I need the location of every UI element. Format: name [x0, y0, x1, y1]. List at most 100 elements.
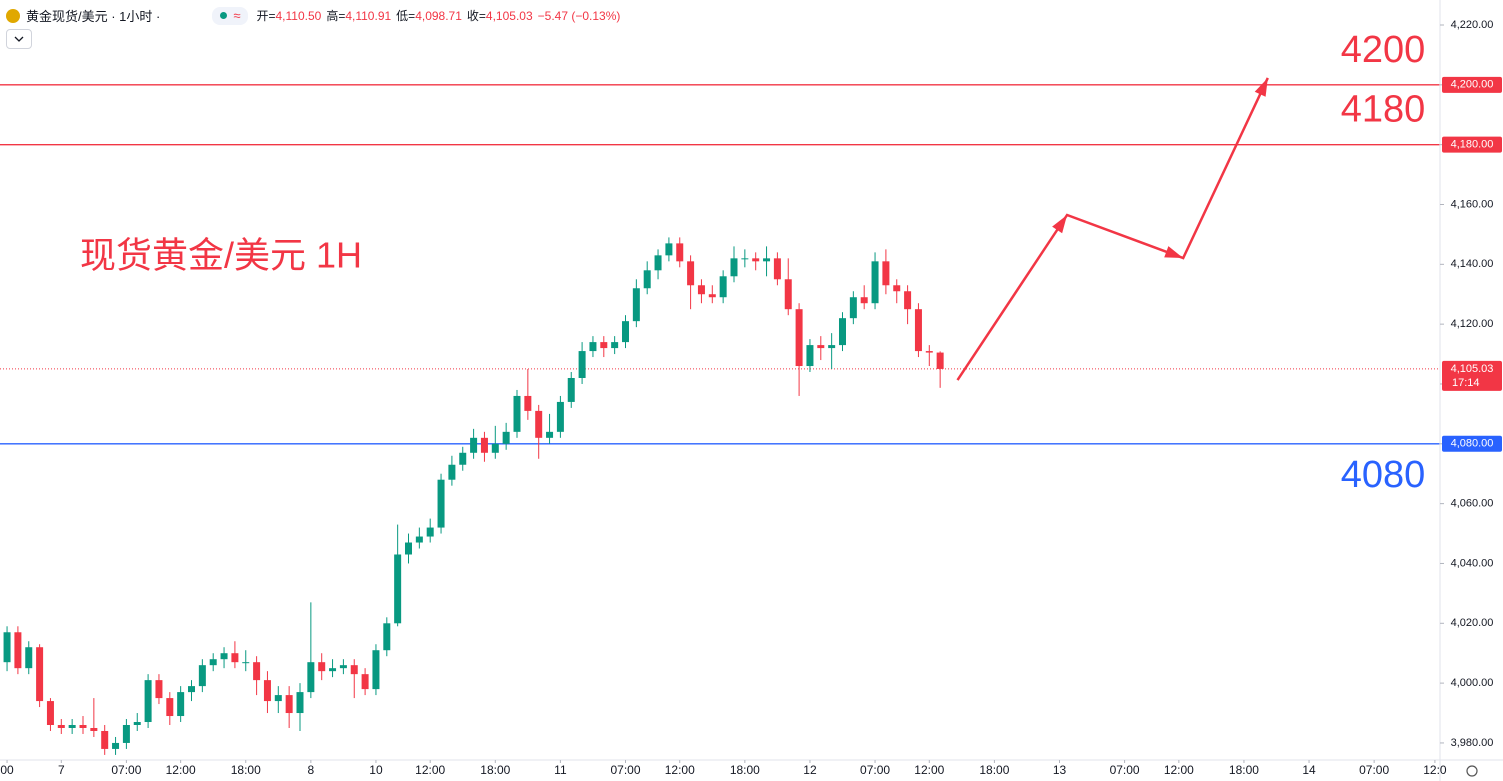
candle-body [676, 243, 684, 262]
x-tick-label: 12:0 [1423, 763, 1447, 777]
change: −5.47 (−0.13%) [537, 8, 621, 23]
candle-body [350, 665, 358, 675]
candle-body [3, 632, 11, 663]
candle-body [329, 668, 337, 672]
x-tick-label: 18:00 [730, 763, 760, 777]
candle-body [209, 659, 217, 666]
candle-body [133, 722, 141, 726]
candle-body [687, 261, 695, 286]
candle-body [68, 725, 76, 728]
settings-icon[interactable] [1466, 765, 1478, 777]
y-tick-label: 4,000.00 [1451, 677, 1494, 689]
x-tick-label: 12:00 [914, 763, 944, 777]
candle-body [838, 318, 846, 346]
forecast-arrow [956, 77, 1269, 381]
x-tick-label: 18:00 [480, 763, 510, 777]
ohlc-key: 低= [396, 9, 416, 23]
level-annotation: 4080 [1341, 454, 1426, 496]
x-tick-label: 8 [308, 763, 315, 777]
status-pill[interactable]: ≈ [212, 6, 249, 25]
candle-body [480, 437, 488, 453]
candle-body [763, 258, 771, 262]
candle-body [101, 730, 109, 749]
x-tick-label: 13 [1053, 763, 1067, 777]
candle-body [654, 255, 662, 271]
arrow-head [1254, 77, 1268, 97]
candle-body [263, 680, 271, 702]
last-price-tag [1442, 360, 1502, 391]
y-tick-label: 4,140.00 [1451, 258, 1494, 270]
arrow-head [1052, 214, 1068, 234]
candle-body [556, 401, 564, 432]
candle-body [25, 647, 33, 669]
header: 黄金现货/美元 · 1小时 · ≈ 开= 4,110.50 高= 4,110.91 … [6, 6, 625, 25]
candle-body [459, 452, 467, 465]
candle-body [589, 342, 597, 352]
x-tick-label: 18:00 [979, 763, 1009, 777]
candle-body [426, 527, 434, 537]
candle-body [784, 279, 792, 310]
candle-body [904, 291, 912, 310]
x-tick-label: 07:00 [1359, 763, 1389, 777]
candle-body [404, 542, 412, 555]
candle-body [372, 650, 380, 690]
level-tag-label: 4,200.00 [1451, 79, 1494, 91]
collapse-button[interactable] [6, 29, 32, 49]
candle-body [198, 665, 206, 687]
candle-body [307, 662, 315, 693]
ohlc-value: 4,105.03 [485, 8, 533, 23]
candle-body [46, 701, 54, 726]
candle-body [57, 725, 65, 728]
symbol-icon [6, 8, 20, 23]
status-dot [220, 12, 228, 19]
candle-body [177, 692, 185, 717]
x-tick-label: 07:00 [860, 763, 890, 777]
candle-body [578, 351, 586, 378]
candle-body [719, 276, 727, 298]
x-tick-label: 07:00 [111, 763, 141, 777]
candle-body [448, 464, 456, 480]
candle-body [860, 297, 868, 304]
candle-body [14, 632, 22, 669]
candle-body [383, 623, 391, 651]
candle-body [936, 352, 944, 369]
x-tick-label: 12:00 [415, 763, 445, 777]
candle-body [925, 351, 933, 353]
candle-body [513, 395, 521, 432]
candle-body [806, 345, 814, 367]
x-tick-label: 14 [1302, 763, 1316, 777]
symbol[interactable]: 黄金现货/美元 · 1小时 · [26, 9, 161, 24]
x-tick-label: 10 [369, 763, 383, 777]
last-price-label: 4,105.03 [1451, 363, 1494, 375]
y-tick-label: 4,060.00 [1451, 498, 1494, 510]
candle-body [415, 536, 423, 543]
candle-body [795, 309, 803, 367]
countdown: 17:14 [1452, 377, 1480, 389]
ohlc-key: 开= [256, 9, 276, 23]
candle-body [36, 647, 44, 702]
candle-body [600, 342, 608, 349]
ohlc-key: 高= [326, 9, 346, 23]
candle-body [318, 662, 326, 672]
candle-body [828, 345, 836, 349]
candle-body [339, 665, 347, 669]
y-tick-label: 4,040.00 [1451, 557, 1494, 569]
candle-body [708, 294, 716, 298]
x-tick-label: 07:00 [610, 763, 640, 777]
candle-body [893, 285, 901, 292]
x-tick-label: 12:00 [166, 763, 196, 777]
candle-body [567, 377, 575, 402]
ohlc-value: 4,110.50 [275, 8, 322, 23]
candle-body [491, 443, 499, 453]
candle-body [274, 695, 282, 702]
x-tick-label: 18:00 [1229, 763, 1259, 777]
candle-body [122, 725, 130, 743]
candle-body [611, 342, 619, 349]
candle-body [914, 309, 922, 352]
candle-body [849, 297, 857, 319]
candle-body [730, 258, 738, 277]
x-tick-label: 11 [554, 763, 567, 777]
x-tick-label: 7 [58, 763, 65, 777]
candle-body [535, 410, 543, 438]
